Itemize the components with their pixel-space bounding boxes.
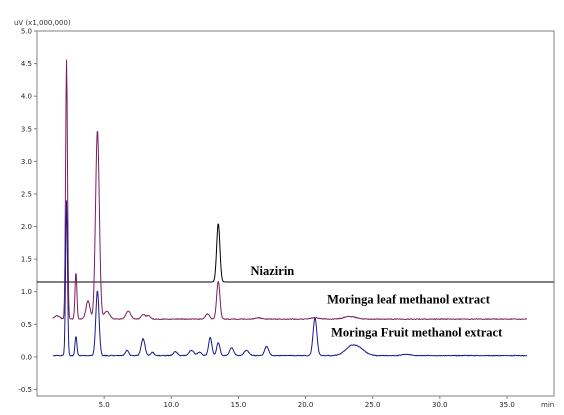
y-tick-label: 5.0 — [21, 28, 32, 36]
annotation-niazirin: Niazirin — [251, 264, 295, 278]
y-tick-label: 4.0 — [21, 93, 32, 101]
x-unit-label: min — [541, 401, 554, 409]
chromatogram-traces — [37, 59, 554, 357]
x-tick-label: 15.0 — [231, 401, 247, 409]
y-tick-label: 2.0 — [21, 223, 32, 231]
x-tick-label: 20.0 — [298, 401, 314, 409]
y-tick-label: 3.5 — [21, 125, 32, 133]
y-tick-label: 3.0 — [21, 158, 32, 166]
y-unit-label: uV (x1,000,000) — [14, 19, 71, 27]
x-tick-label: 35.0 — [499, 401, 515, 409]
y-tick-label: 0.0 — [21, 353, 32, 361]
y-tick-label: -0.5 — [18, 386, 32, 394]
annotation-leaf-extract: Moringa leaf methanol extract — [327, 292, 491, 306]
y-tick-label: 2.5 — [21, 190, 32, 198]
x-tick-label: 5.0 — [99, 401, 110, 409]
annotation-fruit-extract: Moringa Fruit methanol extract — [331, 326, 503, 340]
series-line-moringa-fruit-methanol-extract — [52, 200, 528, 357]
series-line-niazirin — [37, 223, 554, 283]
y-tick-label: 1.5 — [21, 256, 32, 264]
series-line-moringa-leaf-methanol-extract — [52, 59, 527, 320]
y-tick-label: 4.5 — [21, 60, 32, 68]
x-tick-label: 10.0 — [163, 401, 179, 409]
y-tick-label: 0.5 — [21, 321, 32, 329]
y-tick-label: 1.0 — [21, 288, 32, 296]
y-axis-ticks: -0.5 0.0 0.5 1.0 1.5 2.0 2.5 3.0 3.5 4.0 4.5 5.0 — [18, 28, 37, 394]
x-axis-ticks: 5.0 10.0 15.0 20.0 25.0 30.0 35.0 — [99, 396, 515, 409]
plot-frame — [36, 30, 555, 397]
x-tick-label: 25.0 — [365, 401, 381, 409]
x-tick-label: 30.0 — [432, 401, 448, 409]
